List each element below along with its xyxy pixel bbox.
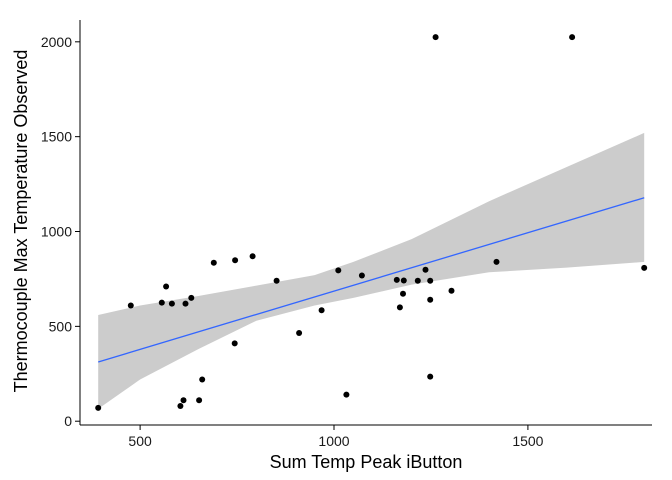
data-point <box>318 307 325 314</box>
data-point <box>414 277 421 284</box>
data-point <box>232 257 239 264</box>
data-point <box>335 267 342 274</box>
y-tick-label: 0 <box>64 413 72 429</box>
x-tick-label: 1000 <box>318 433 349 449</box>
data-point <box>422 266 429 273</box>
data-point <box>641 264 648 271</box>
data-point <box>427 296 434 303</box>
data-point <box>296 330 303 336</box>
x-axis-title: Sum Temp Peak iButton <box>270 452 463 472</box>
x-tick-label: 1500 <box>512 433 543 449</box>
data-point <box>163 283 170 290</box>
x-tick-label: 500 <box>128 433 152 449</box>
data-point <box>180 397 187 404</box>
regression-line <box>98 197 645 363</box>
data-point <box>182 300 189 307</box>
data-point <box>273 277 280 284</box>
y-tick-label: 2000 <box>41 34 72 50</box>
data-point <box>95 404 102 411</box>
data-point <box>400 277 407 284</box>
data-point <box>127 302 134 309</box>
data-points <box>95 34 648 411</box>
data-point <box>427 277 434 284</box>
data-point <box>210 259 217 266</box>
data-point <box>427 373 434 380</box>
data-point <box>158 299 165 306</box>
data-point <box>400 290 406 297</box>
data-point <box>393 276 400 283</box>
y-tick-label: 500 <box>49 318 73 334</box>
y-axis-ticks: 0 500 1000 1500 2000 <box>41 34 80 429</box>
confidence-band <box>98 132 645 409</box>
data-point <box>177 403 184 409</box>
data-point <box>196 397 203 404</box>
data-point <box>231 340 238 347</box>
data-point <box>199 376 206 383</box>
data-point <box>168 300 175 307</box>
y-tick-label: 1500 <box>41 129 72 145</box>
data-point <box>569 34 576 41</box>
data-point <box>396 304 403 311</box>
data-point <box>188 294 195 301</box>
x-axis-ticks: 500 1000 1500 <box>128 425 544 449</box>
data-point <box>249 253 256 260</box>
y-tick-label: 1000 <box>41 224 72 240</box>
plot-area <box>95 34 648 411</box>
data-point <box>448 287 455 294</box>
data-point <box>493 258 500 265</box>
data-point <box>358 272 365 279</box>
data-point <box>343 391 350 398</box>
y-axis-title: Thermocouple Max Temperature Observed <box>11 50 31 393</box>
data-point <box>432 34 439 41</box>
